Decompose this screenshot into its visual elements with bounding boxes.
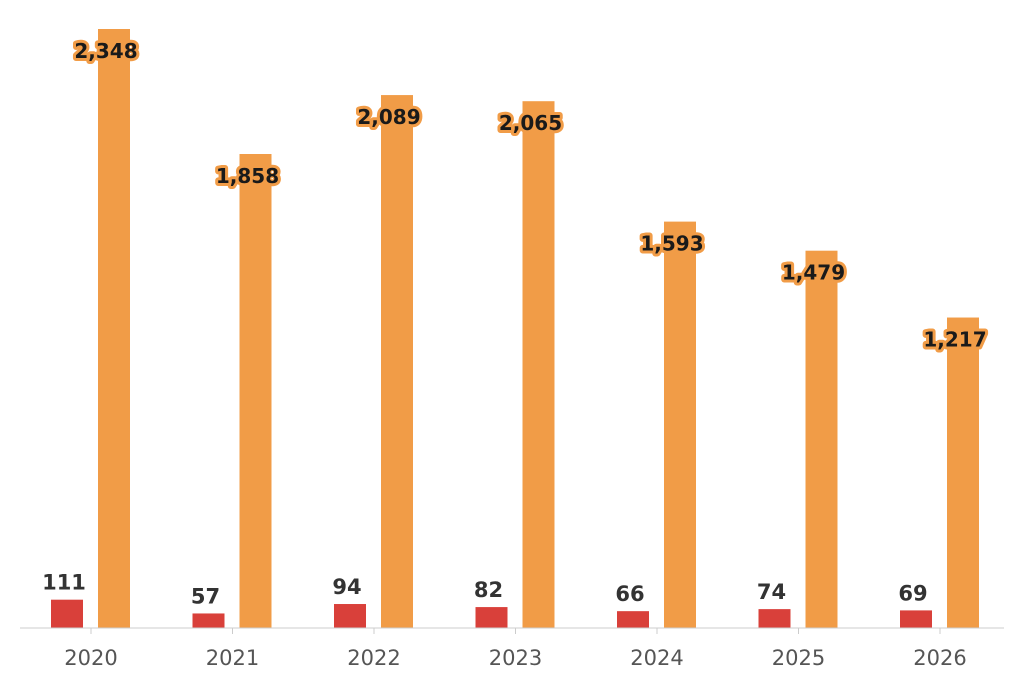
value-label-large: 1,858 (216, 164, 279, 188)
x-tick-label: 2024 (630, 646, 683, 670)
bar-small-2025 (758, 609, 791, 628)
value-label-large: 2,348 (74, 39, 137, 63)
bar-small-2020 (51, 599, 83, 628)
bar-large-2020 (98, 29, 130, 628)
bar-large-2024 (664, 221, 696, 629)
x-tick-label: 2023 (489, 646, 542, 670)
bar-small-2023 (475, 607, 508, 628)
series-large-bars (98, 29, 979, 629)
bar-small-2024 (617, 611, 649, 628)
x-tick-label: 2021 (206, 646, 259, 670)
x-tick-label: 2022 (347, 646, 400, 670)
x-axis-ticks: 2020 2021 2022 2023 2024 2025 2026 (64, 628, 967, 670)
bar-small-2022 (334, 604, 366, 628)
value-label-large: 1,217 (923, 328, 986, 352)
x-tick-label: 2020 (64, 646, 117, 670)
value-label-large: 2,089 (357, 105, 420, 129)
value-label-large: 1,479 (782, 261, 845, 285)
value-label-large: 2,065 (499, 111, 562, 135)
bar-small-2026 (900, 610, 932, 628)
x-tick-label: 2026 (913, 646, 966, 670)
value-label-large: 1,593 (640, 232, 703, 256)
bar-large-2026 (947, 317, 979, 628)
value-label-small: 69 (898, 581, 927, 605)
series-small-bars (51, 599, 932, 628)
bar-large-2023 (522, 101, 555, 628)
value-label-small: 66 (615, 582, 644, 606)
value-label-small: 82 (474, 578, 503, 602)
bar-large-2022 (381, 95, 413, 629)
x-tick-label: 2025 (772, 646, 825, 670)
value-label-small: 111 (42, 571, 86, 595)
bar-large-2021 (239, 154, 272, 628)
value-label-small: 74 (757, 580, 786, 604)
bar-large-2025 (805, 250, 838, 628)
value-label-small: 57 (191, 584, 220, 608)
series-large-value-labels: 2,348 1,858 2,089 2,065 1,593 1,479 1,217 (71, 36, 989, 355)
value-label-small: 94 (332, 575, 361, 599)
bar-small-2021 (192, 613, 225, 628)
series-small-value-labels: 111 57 94 82 66 74 69 (42, 571, 928, 609)
